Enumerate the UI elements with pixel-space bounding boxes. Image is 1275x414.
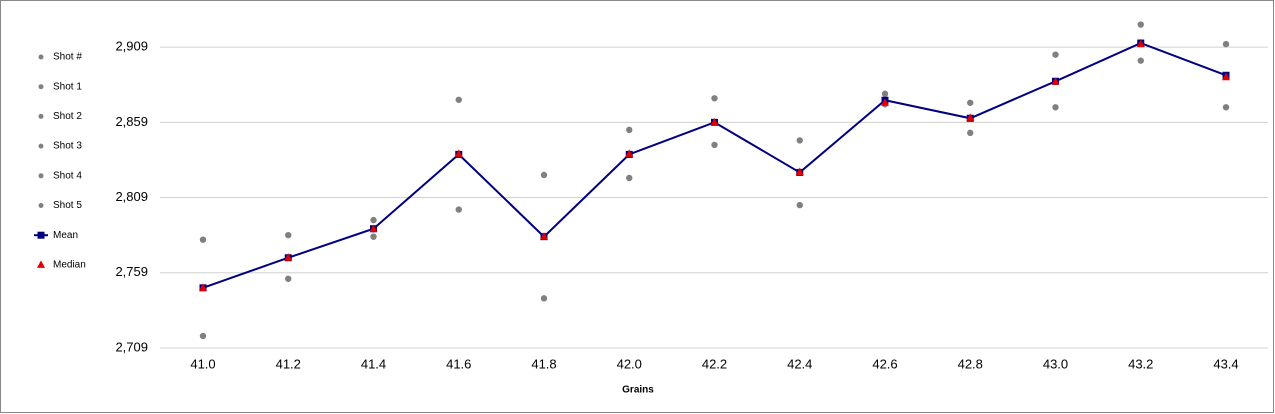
x-tick-label: 42.2 xyxy=(702,356,727,371)
data-point xyxy=(795,167,804,175)
legend-marker xyxy=(37,260,45,268)
data-point xyxy=(711,95,718,102)
x-tick-label: 42.0 xyxy=(617,356,642,371)
legend-label: Median xyxy=(53,260,86,271)
data-point xyxy=(540,171,548,179)
legend-label: Shot 2 xyxy=(53,111,82,122)
data-point xyxy=(1137,21,1144,28)
y-tick-label: 2,909 xyxy=(115,39,148,54)
legend-marker xyxy=(38,143,44,149)
data-point xyxy=(1051,77,1060,85)
data-point xyxy=(284,253,293,261)
data-point xyxy=(796,137,803,144)
data-point xyxy=(540,295,548,302)
data-point xyxy=(370,233,377,240)
legend-label: Shot 3 xyxy=(53,141,82,152)
legend-label: Shot # xyxy=(53,52,82,63)
legend-marker xyxy=(37,231,45,239)
data-point xyxy=(199,283,207,291)
x-tick-label: 41.8 xyxy=(531,356,556,371)
legend-marker xyxy=(38,173,44,179)
data-point xyxy=(455,96,462,103)
data-point xyxy=(1052,51,1059,58)
y-tick-label: 2,859 xyxy=(115,114,148,129)
x-tick-label: 41.2 xyxy=(276,356,301,371)
data-point xyxy=(199,236,207,243)
legend-marker xyxy=(38,84,44,90)
data-point xyxy=(1222,104,1230,111)
x-tick-label: 42.4 xyxy=(787,356,812,371)
y-tick-label: 2,709 xyxy=(115,339,148,354)
data-point xyxy=(625,149,634,157)
x-tick-label: 42.8 xyxy=(958,356,983,371)
data-point xyxy=(540,232,548,240)
data-point xyxy=(199,332,207,340)
data-point xyxy=(455,206,462,213)
y-tick-label: 2,809 xyxy=(115,189,148,204)
legend-marker xyxy=(38,54,44,60)
legend-marker xyxy=(38,203,44,208)
x-tick-label: 41.4 xyxy=(361,356,386,371)
data-point xyxy=(1136,39,1145,48)
y-tick-label: 2,759 xyxy=(115,264,148,279)
data-point xyxy=(626,126,633,134)
data-point xyxy=(1052,104,1059,111)
legend-label: Mean xyxy=(53,230,78,241)
data-point xyxy=(966,113,975,121)
data-point xyxy=(626,174,633,182)
legend-label: Shot 1 xyxy=(53,81,82,92)
data-point xyxy=(370,216,377,224)
data-point xyxy=(796,201,803,209)
legend-marker xyxy=(38,113,44,119)
x-tick-label: 41.0 xyxy=(190,356,215,371)
data-point xyxy=(369,224,378,233)
x-tick-label: 43.2 xyxy=(1128,356,1153,371)
data-point xyxy=(1137,57,1144,64)
x-axis-title: Grains xyxy=(622,385,654,396)
data-point xyxy=(967,99,974,106)
data-point xyxy=(454,149,463,157)
x-tick-label: 43.4 xyxy=(1213,356,1238,371)
data-point xyxy=(285,275,292,282)
data-point xyxy=(1222,40,1230,48)
data-point xyxy=(881,90,889,97)
legend-label: Shot 5 xyxy=(53,200,82,211)
legend-label: Shot 4 xyxy=(53,170,82,181)
data-point xyxy=(711,141,718,149)
x-tick-label: 41.6 xyxy=(446,356,471,371)
data-point xyxy=(881,98,889,106)
data-point xyxy=(710,117,719,126)
x-tick-label: 43.0 xyxy=(1043,356,1068,371)
x-tick-label: 42.6 xyxy=(872,356,897,371)
data-point xyxy=(285,231,292,239)
data-point xyxy=(1222,72,1230,81)
data-point xyxy=(967,129,974,137)
